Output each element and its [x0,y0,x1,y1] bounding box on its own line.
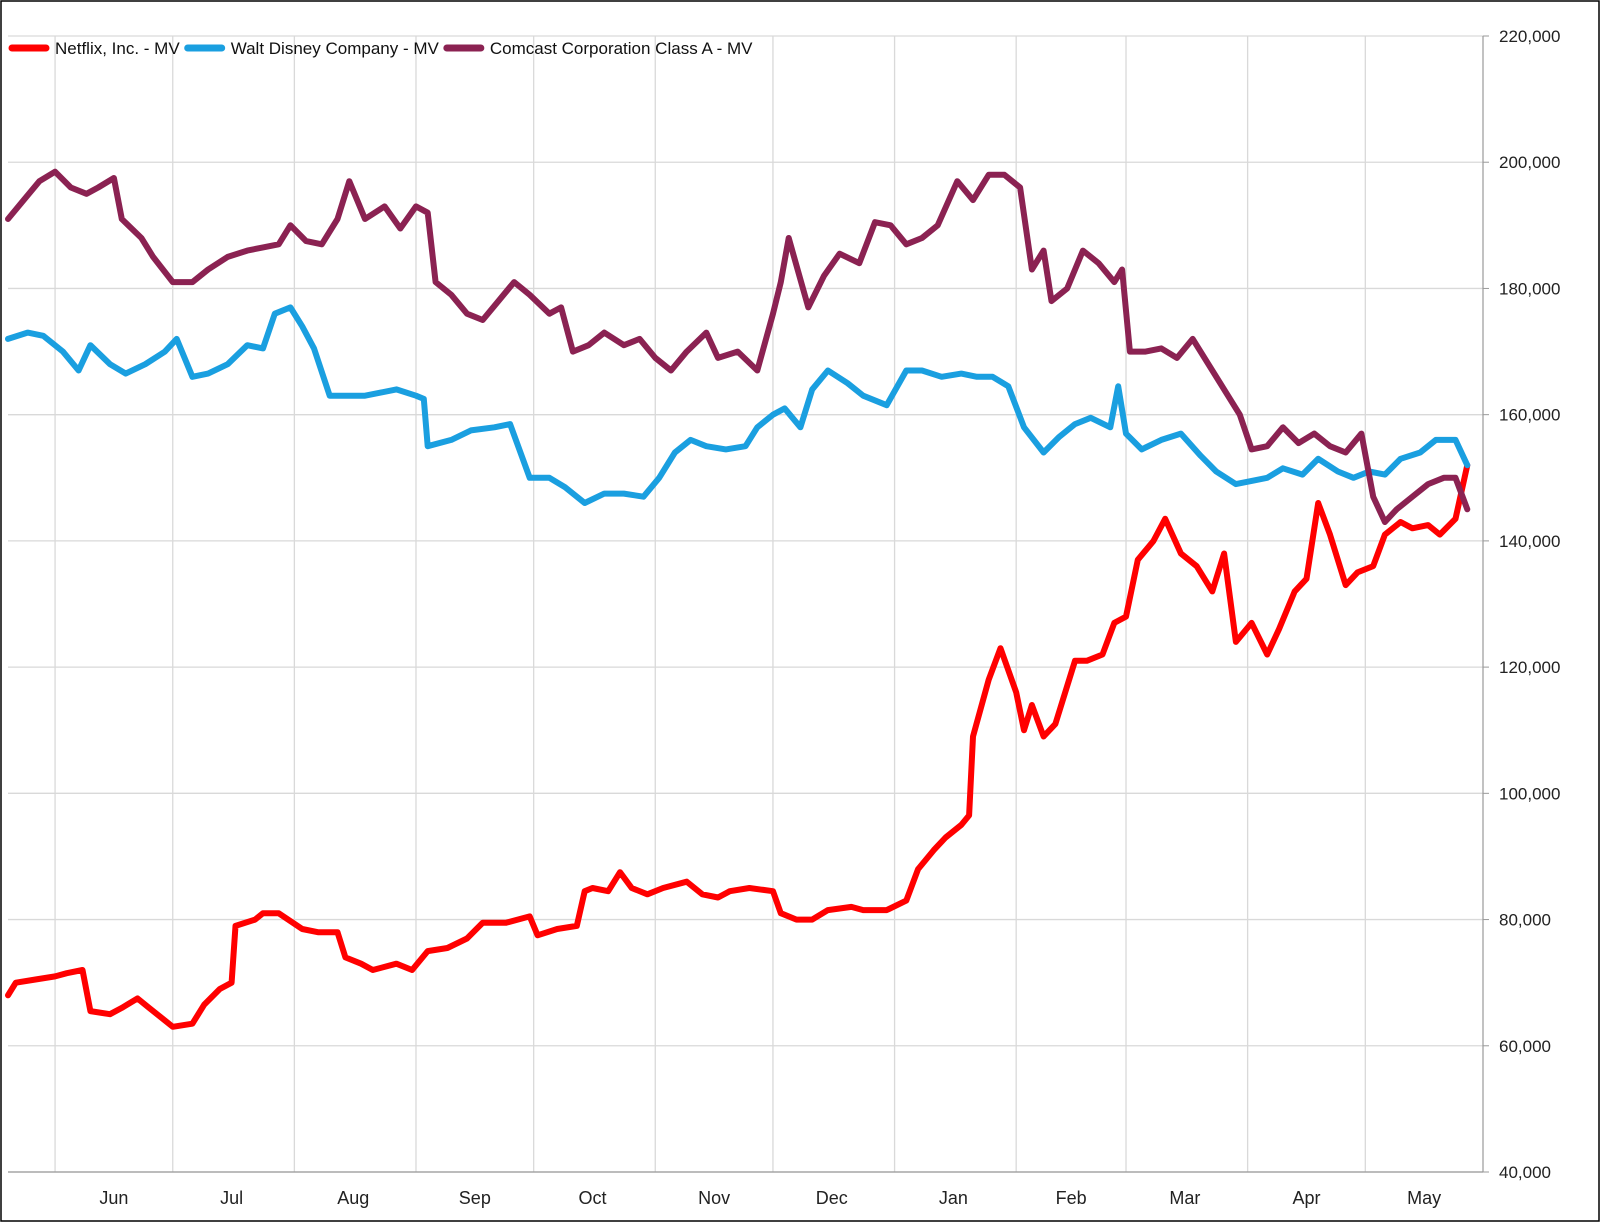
x-axis: Jun Jul Aug Sep Oct Nov Dec Jan Feb Mar Apr May [8,1171,1483,1208]
series-line [5,168,1471,525]
y-tick-label: 80,000 [1499,911,1551,930]
x-tick-label: Mar [1169,1188,1200,1208]
series-line [5,304,1471,506]
legend-label: Netflix, Inc. - MV [55,39,180,58]
chart-grid [8,35,1483,1173]
series-lines [5,168,1471,1030]
x-tick-label: May [1407,1188,1441,1208]
legend: Netflix, Inc. - MV Walt Disney Company - … [8,39,753,58]
y-tick-label: 140,000 [1499,532,1560,551]
legend-label: Comcast Corporation Class A - MV [490,39,753,58]
series-line [5,462,1471,1030]
x-tick-label: Jun [99,1188,128,1208]
y-tick-label: 180,000 [1499,279,1560,298]
x-tick-label: Jul [220,1188,243,1208]
x-tick-label: Apr [1292,1188,1320,1208]
x-tick-label: Nov [698,1188,730,1208]
y-tick-label: 100,000 [1499,784,1560,803]
legend-label: Walt Disney Company - MV [231,39,440,58]
x-tick-label: Sep [459,1188,491,1208]
x-tick-label: Dec [816,1188,848,1208]
y-tick-label: 120,000 [1499,658,1560,677]
y-tick-label: 200,000 [1499,153,1560,172]
y-tick-label: 60,000 [1499,1037,1551,1056]
x-tick-label: Oct [579,1188,607,1208]
x-tick-label: Feb [1056,1188,1087,1208]
y-tick-label: 160,000 [1499,406,1560,425]
y-tick-label: 220,000 [1499,27,1560,46]
y-tick-label: 40,000 [1499,1163,1551,1182]
y-axis: 40,000 60,000 80,000 100,000 120,000 140,000 1… [1482,27,1560,1182]
x-tick-label: Aug [337,1188,369,1208]
x-tick-label: Jan [939,1188,968,1208]
